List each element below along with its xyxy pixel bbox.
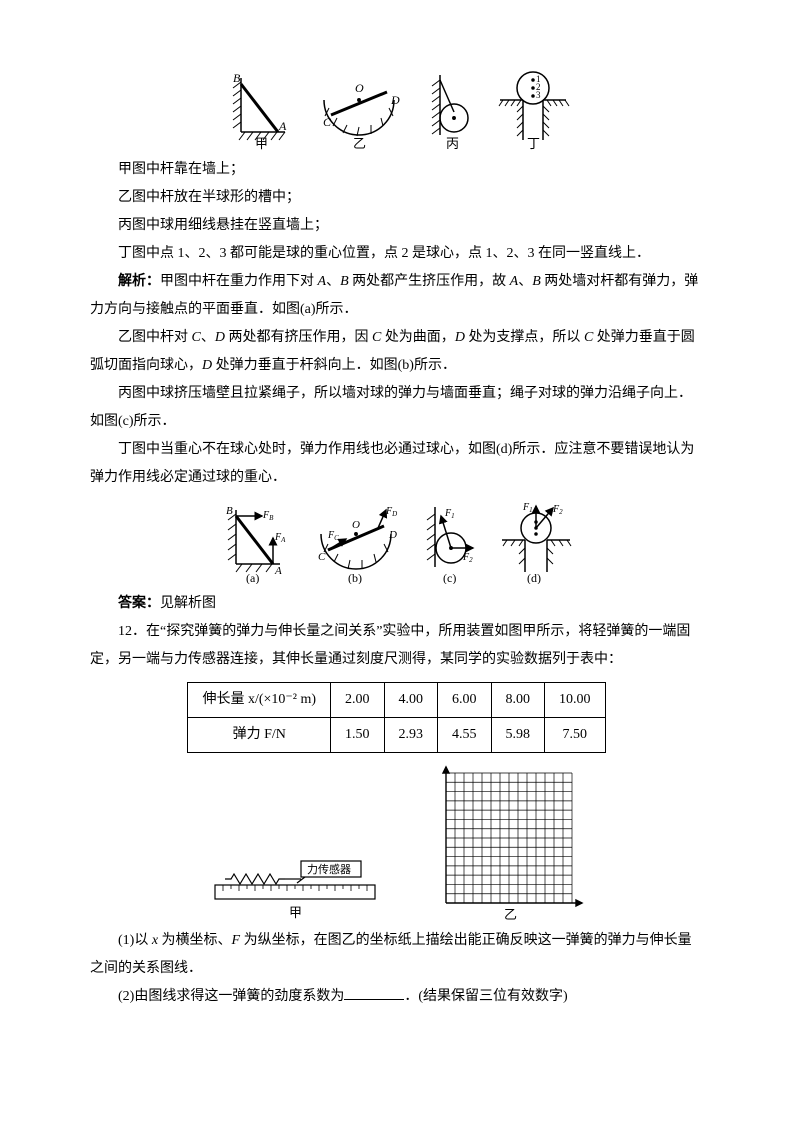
- t5d: 、: [326, 274, 340, 289]
- cap-ding: 丁: [527, 136, 540, 150]
- c3: 8.00: [491, 683, 545, 718]
- answer-line: 答案：见解析图: [90, 590, 703, 618]
- t6e: 两处都有挤压作用，因: [225, 330, 372, 345]
- cap-yi: 乙: [353, 136, 366, 150]
- analysis-yi: 乙图中杆对 C、D 两处都有挤压作用，因 C 处为曲面，D 处为支撑点，所以 C…: [90, 324, 703, 380]
- analysis-ding: 丁图中当重心不在球心处时，弹力作用线也必通过球心，如图(d)所示．应注意不要错误…: [90, 436, 703, 492]
- q12-stem: 12．在“探究弹簧的弹力与伸长量之间关系”实验中，所用装置如图甲所示，将轻弹簧的…: [90, 618, 703, 674]
- cap-c: (c): [443, 571, 456, 584]
- t6b: C: [192, 330, 201, 345]
- analysis-jia: 解析：甲图中杆在重力作用下对 A、B 两处都产生挤压作用，故 A、B 两处墙对杆…: [90, 268, 703, 324]
- t6g: 处为曲面，: [381, 330, 455, 345]
- table-row: 弹力 F/N 1.50 2.93 4.55 5.98 7.50: [188, 718, 605, 753]
- answer-text: 见解析图: [160, 596, 216, 611]
- lbl-A2: A: [274, 565, 282, 577]
- lbl-F1d: F1: [522, 502, 533, 514]
- t6a: 乙图中杆对: [118, 330, 192, 345]
- fig1-yi: C D O 乙: [309, 70, 409, 150]
- blank-fill[interactable]: [344, 985, 404, 1000]
- lbl-FC: FC: [327, 530, 339, 542]
- text-bing: 丙图中球用细线悬挂在竖直墙上；: [90, 212, 703, 240]
- table-row: 伸长量 x/(×10⁻² m) 2.00 4.00 6.00 8.00 10.0…: [188, 683, 605, 718]
- text-jia: 甲图中杆靠在墙上；: [90, 156, 703, 184]
- dev-cap-yi: 乙: [504, 907, 517, 921]
- lbl-FB: FB: [262, 510, 274, 522]
- answer-label: 答案：: [118, 596, 160, 611]
- fig1-ding: 1 2 3 丁: [495, 70, 570, 150]
- fig2-b: C D O FC FD (b): [306, 502, 406, 584]
- th-F: 弹力 F/N: [188, 718, 331, 753]
- text-yi: 乙图中杆放在半球形的槽中；: [90, 184, 703, 212]
- t6f: C: [372, 330, 381, 345]
- label-A: A: [278, 119, 287, 133]
- t6h: D: [455, 330, 465, 345]
- lbl-F1c: F1: [444, 508, 455, 520]
- cap-jia: 甲: [255, 136, 268, 150]
- label-O: O: [355, 81, 364, 95]
- q12-1c: 为横坐标、: [158, 933, 232, 948]
- t6c: 、: [201, 330, 215, 345]
- lbl-F2d: F2: [552, 504, 563, 516]
- q12-1a: (1)以: [118, 933, 152, 948]
- pt3: 3: [536, 90, 541, 100]
- v2: 4.55: [438, 718, 492, 753]
- v0: 1.50: [331, 718, 385, 753]
- t5e: B: [340, 274, 349, 289]
- q12-2b: ．(结果保留三位有效数字): [404, 989, 567, 1004]
- dev-cap-jia: 甲: [289, 905, 302, 920]
- fig1-bing: 丙: [424, 70, 479, 150]
- c0: 2.00: [331, 683, 385, 718]
- cap-a: (a): [246, 571, 259, 584]
- v3: 5.98: [491, 718, 545, 753]
- th-x: 伸长量 x/(×10⁻² m): [188, 683, 331, 718]
- t6d: D: [215, 330, 225, 345]
- lbl-FA: FA: [274, 532, 286, 544]
- lbl-C2: C: [318, 551, 326, 563]
- lbl-F2c: F2: [462, 552, 473, 564]
- t5b: 甲图中杆在重力作用下对: [160, 274, 318, 289]
- q12-1d: F: [232, 933, 241, 948]
- t6i: 处为支撑点，所以: [465, 330, 584, 345]
- analysis-label: 解析：: [118, 274, 160, 289]
- lbl-O2: O: [352, 519, 360, 531]
- c2: 6.00: [438, 683, 492, 718]
- t6l: D: [202, 358, 212, 373]
- label-D: D: [390, 93, 400, 107]
- t5h: 、: [518, 274, 532, 289]
- cap-bing: 丙: [446, 136, 459, 150]
- c4: 10.00: [545, 683, 606, 718]
- q12-2a: (2)由图线求得这一弹簧的劲度系数为: [118, 989, 344, 1004]
- c1: 4.00: [384, 683, 438, 718]
- device-row: 力传感器 甲 乙: [90, 761, 703, 921]
- q12-1: (1)以 x 为横坐标、F 为纵坐标，在图乙的坐标纸上描绘出能正确反映这一弹簧的…: [90, 927, 703, 983]
- cap-d: (d): [527, 571, 541, 584]
- text-ding: 丁图中点 1、2、3 都可能是球的重心位置，点 2 是球心，点 1、2、3 在同…: [90, 240, 703, 268]
- fig2-c: F1 F2 (c): [421, 502, 481, 584]
- t6m: 处弹力垂直于杆斜向上．如图(b)所示．: [212, 358, 456, 373]
- q12-2: (2)由图线求得这一弹簧的劲度系数为 ．(结果保留三位有效数字): [90, 983, 703, 1011]
- v4: 7.50: [545, 718, 606, 753]
- t5g: A: [510, 274, 519, 289]
- sensor-label: 力传感器: [307, 863, 351, 876]
- figure-2: B A FB FA (a) C D O FC FD (b): [90, 502, 703, 584]
- grid-yi: 乙: [428, 761, 588, 921]
- t6j: C: [584, 330, 593, 345]
- t5f: 两处都产生挤压作用，故: [349, 274, 510, 289]
- t5i: B: [532, 274, 541, 289]
- t5c: A: [318, 274, 327, 289]
- cap-b: (b): [348, 571, 362, 584]
- lbl-D2: D: [388, 529, 397, 541]
- figure-1: B A 甲 C D O 乙: [90, 70, 703, 150]
- device-jia: 力传感器 甲: [205, 841, 385, 921]
- lbl-B2: B: [226, 505, 233, 517]
- analysis-bing: 丙图中球挤压墙壁且拉紧绳子，所以墙对球的弹力与墙面垂直；绳子对球的弹力沿绳子向上…: [90, 380, 703, 436]
- fig2-a: B A FB FA (a): [218, 502, 290, 584]
- label-B: B: [233, 71, 241, 85]
- label-C: C: [323, 115, 332, 129]
- lbl-FD: FD: [385, 506, 397, 518]
- data-table: 伸长量 x/(×10⁻² m) 2.00 4.00 6.00 8.00 10.0…: [187, 682, 605, 753]
- fig2-d: F1 F2 (d): [497, 502, 575, 584]
- v1: 2.93: [384, 718, 438, 753]
- fig1-jia: B A 甲: [223, 70, 293, 150]
